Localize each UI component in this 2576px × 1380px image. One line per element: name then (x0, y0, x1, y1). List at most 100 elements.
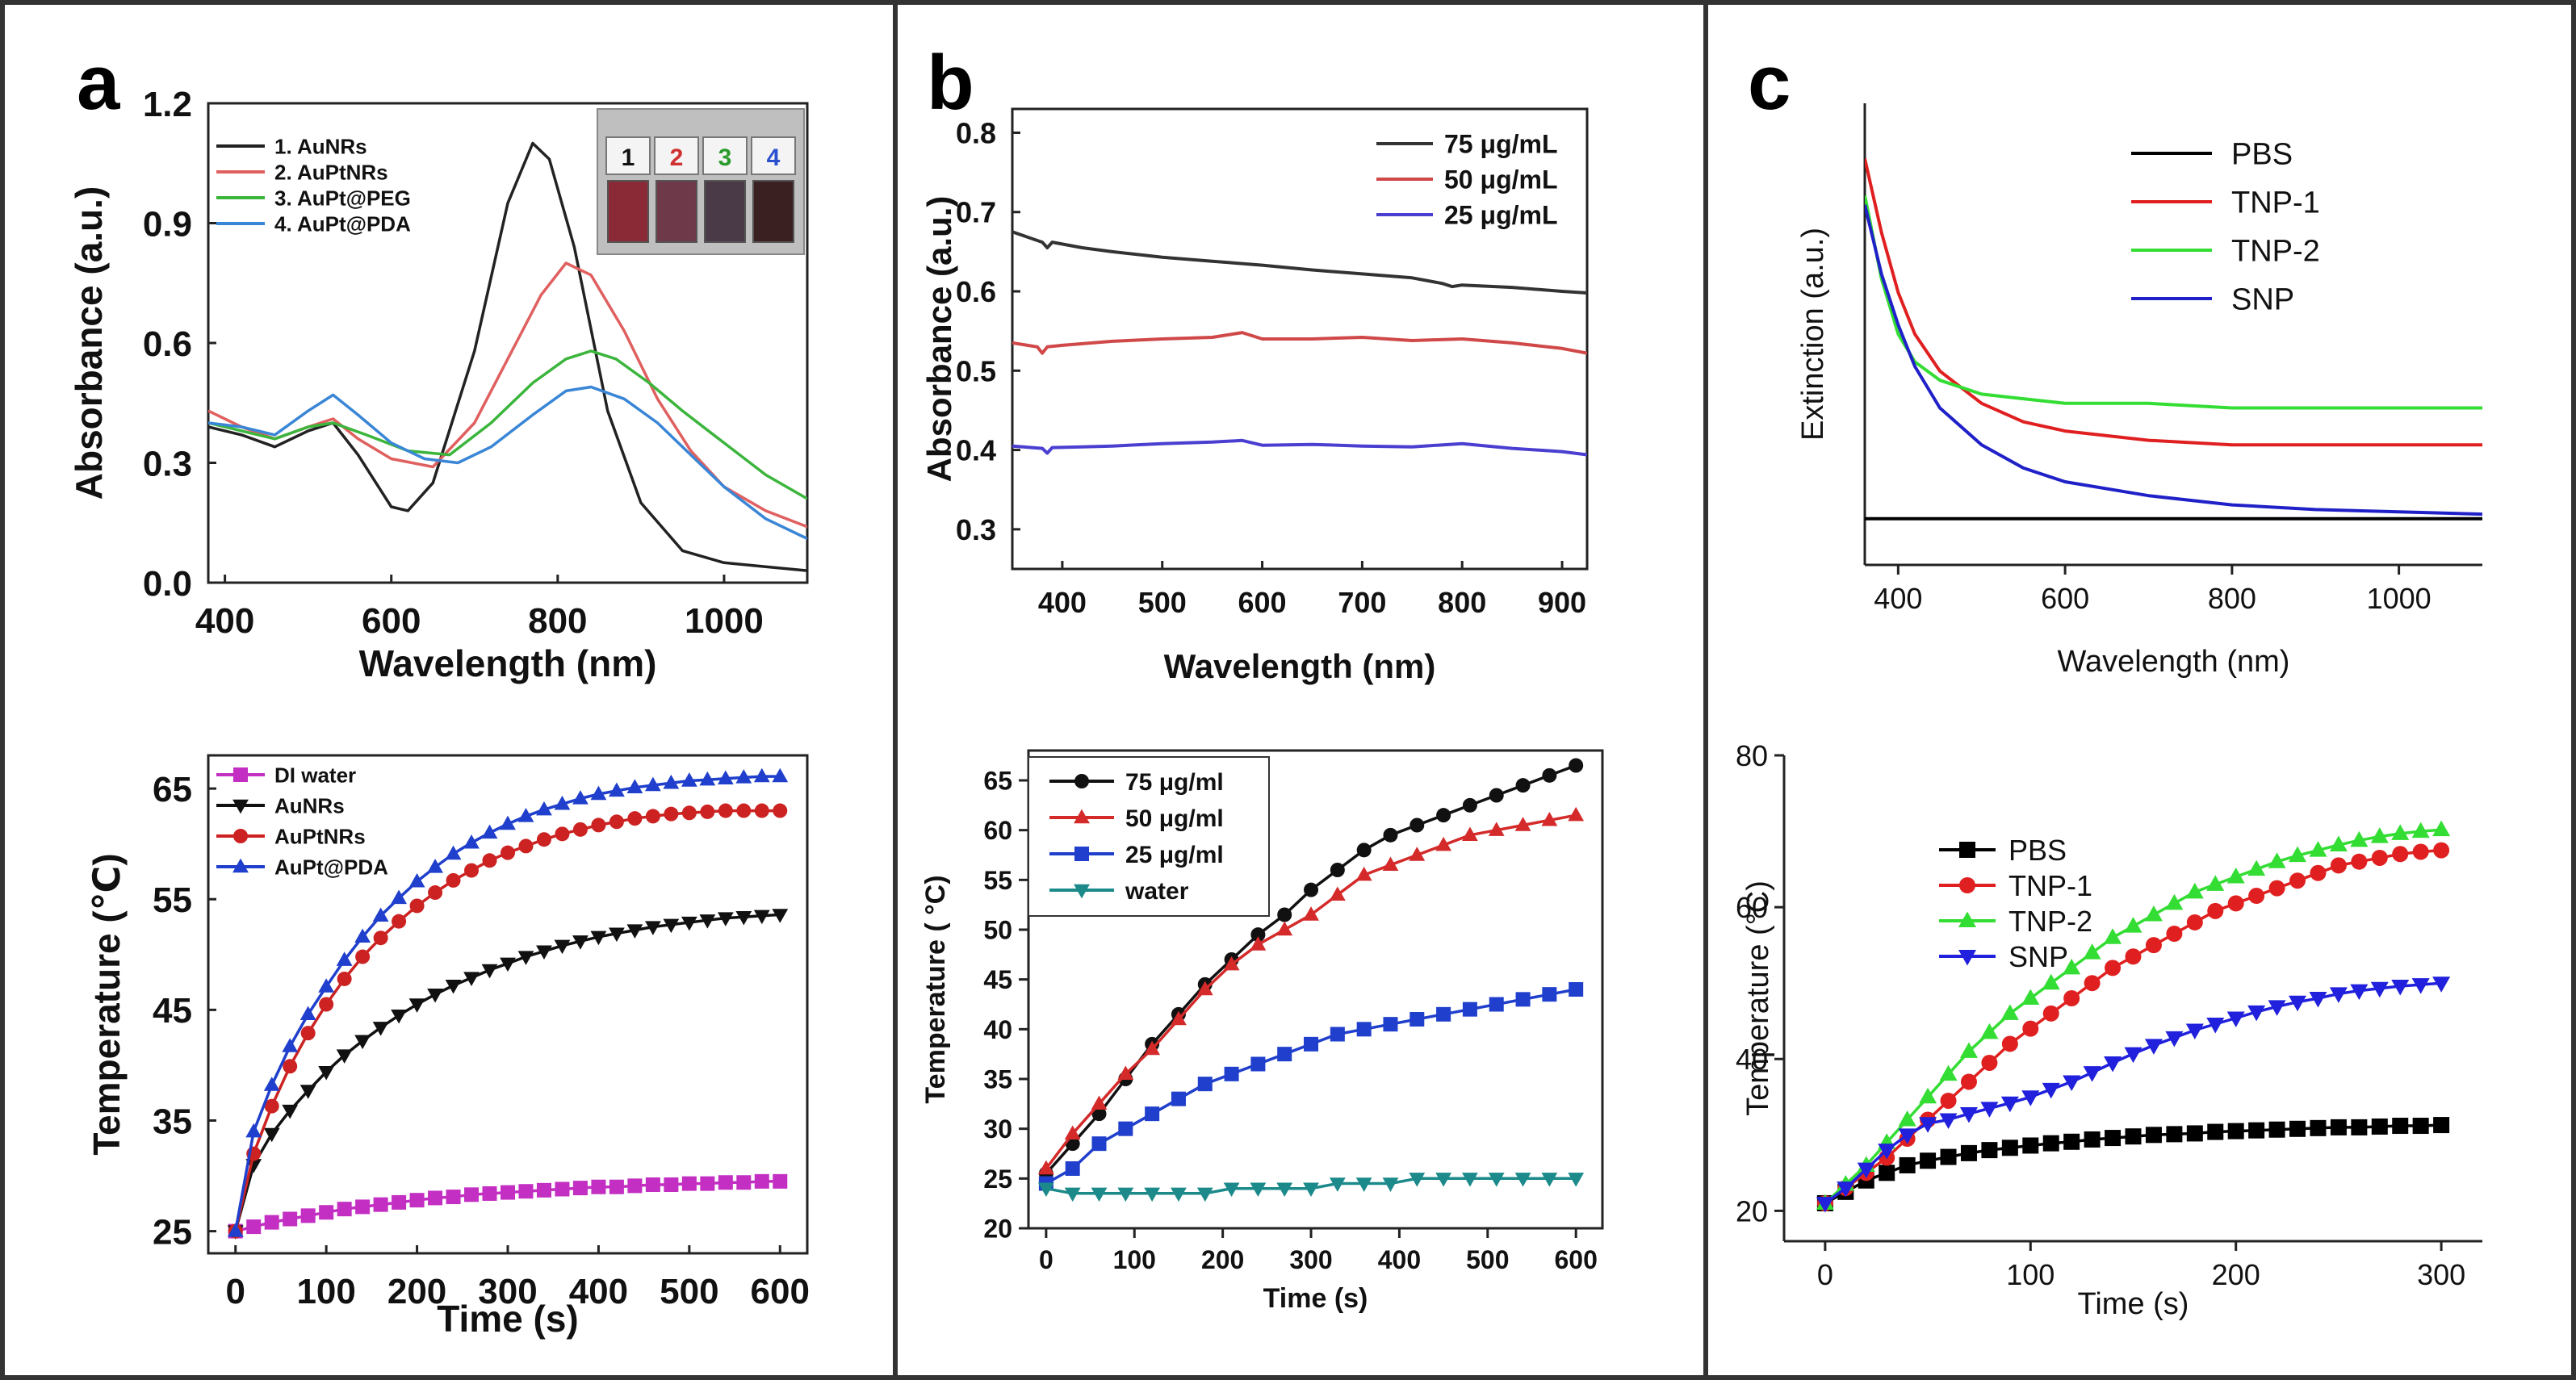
vial-3: 3 (702, 136, 748, 243)
data-point (1940, 1148, 1957, 1165)
data-point (1145, 1106, 1160, 1122)
legend-label: 75 μg/ml (1125, 769, 1224, 796)
x-tick-label: 600 (2041, 582, 2089, 615)
data-point (2144, 905, 2163, 922)
data-point (754, 803, 769, 818)
series-aunrs (227, 909, 789, 1240)
y-tick-label: 45 (153, 991, 192, 1031)
series-line (1824, 828, 2442, 1205)
data-point (772, 909, 789, 923)
data-point (2084, 1131, 2101, 1148)
data-point (2309, 841, 2327, 857)
data-point (591, 1179, 606, 1194)
vial-cap (605, 136, 651, 175)
data-point (2001, 1140, 2018, 1156)
data-point (2001, 1035, 2018, 1052)
y-tick-label: 40 (983, 1015, 1012, 1044)
data-point (1171, 1187, 1187, 1202)
y-tick-label: 0.6 (143, 324, 192, 364)
data-point (1878, 1144, 1896, 1160)
legend-label: 50 μg/ml (1125, 805, 1224, 832)
data-point (2227, 895, 2244, 912)
data-point (245, 1123, 262, 1138)
x-tick-label: 1000 (685, 601, 764, 641)
series-aupt-pda (227, 767, 789, 1237)
data-point (753, 767, 770, 783)
x-tick-label: 100 (2006, 1258, 2055, 1291)
panel-label-b: b (927, 40, 974, 126)
legend-label: TNP-1 (2008, 869, 2092, 902)
legend-entry: 1. AuNRs (216, 134, 367, 158)
data-point (282, 1104, 299, 1119)
data-point (445, 979, 462, 994)
y-tick-label: 40 (1736, 1043, 1768, 1076)
chart-a-top: 400 600 800 1000 0.0 0.3 0.6 0.9 1.2 Wavelength (… (68, 85, 809, 684)
data-point (1144, 1187, 1161, 1202)
legend-marker (1074, 884, 1090, 899)
data-point (336, 1049, 353, 1064)
data-point (1435, 836, 1452, 851)
data-point (572, 822, 588, 837)
y-tick-label: 35 (983, 1065, 1012, 1094)
data-point (555, 1181, 570, 1197)
series-line (208, 385, 807, 541)
vial-liquid (752, 180, 794, 243)
data-point (1514, 1173, 1531, 1187)
legend-label: TNP-1 (2231, 186, 2320, 220)
data-point (427, 988, 443, 1003)
legend-entry: 25 μg/ml (1049, 842, 1224, 868)
data-point (1304, 882, 1319, 897)
data-point (2000, 1096, 2019, 1113)
series-2-auptnrs (208, 261, 807, 529)
data-point (2165, 893, 2184, 910)
legend-label: 75 μg/mL (1444, 130, 1558, 159)
data-point (482, 853, 497, 868)
data-point (1569, 758, 1584, 773)
legend-entry: TNP-2 (1939, 905, 2092, 938)
series-line (208, 349, 807, 500)
data-point (227, 1223, 244, 1237)
data-point (2042, 973, 2060, 990)
series-tnp-2 (1816, 820, 2451, 1210)
data-point (464, 1187, 480, 1202)
series-25-g-ml (1038, 982, 1584, 1191)
data-point (1542, 987, 1557, 1002)
y-axis-label: Absorbance (a.u.) (920, 196, 958, 483)
vial-liquid (607, 180, 649, 243)
data-point (500, 815, 516, 830)
data-point (736, 1175, 752, 1190)
data-point (391, 1010, 407, 1024)
y-tick-label: 25 (153, 1212, 192, 1252)
data-point (2207, 1123, 2224, 1140)
data-point (1223, 1182, 1240, 1198)
data-point (318, 1065, 335, 1081)
data-point (1330, 1027, 1345, 1042)
y-tick-label: 55 (153, 880, 192, 920)
data-point (736, 803, 752, 818)
legend-label: AuPtNRs (274, 824, 366, 848)
data-point (2329, 835, 2348, 851)
y-tick-label: 50 (983, 916, 1012, 945)
data-point (501, 845, 515, 860)
data-point (1435, 1173, 1452, 1187)
y-tick-label: 60 (983, 816, 1012, 845)
data-point (2412, 843, 2429, 860)
data-point (1462, 1002, 1477, 1017)
data-point (1276, 1182, 1293, 1198)
y-tick-label: 0.3 (956, 513, 996, 546)
plot-frame (1011, 107, 1589, 571)
data-point (300, 1208, 316, 1223)
data-point (2370, 981, 2389, 998)
data-point (336, 951, 353, 966)
data-point (2022, 1020, 2039, 1037)
y-tick-label: 0.5 (956, 354, 996, 387)
data-point (445, 845, 462, 860)
data-point (1383, 1017, 1398, 1032)
x-tick-label: 400 (1874, 582, 1922, 615)
chart-b-bottom: 0 100 200 300 400 500 600 20 25 30 35 40 45 50 55 60 65 T… (920, 749, 1604, 1314)
chart-c-bottom: 0 100 200 300 20 40 60 80 Time (s) Temperature (°… (1736, 739, 2482, 1321)
data-point (517, 808, 534, 822)
data-point (2268, 880, 2285, 897)
legend-entry: 75 μg/ml (1049, 769, 1224, 796)
data-point (2104, 1056, 2122, 1073)
